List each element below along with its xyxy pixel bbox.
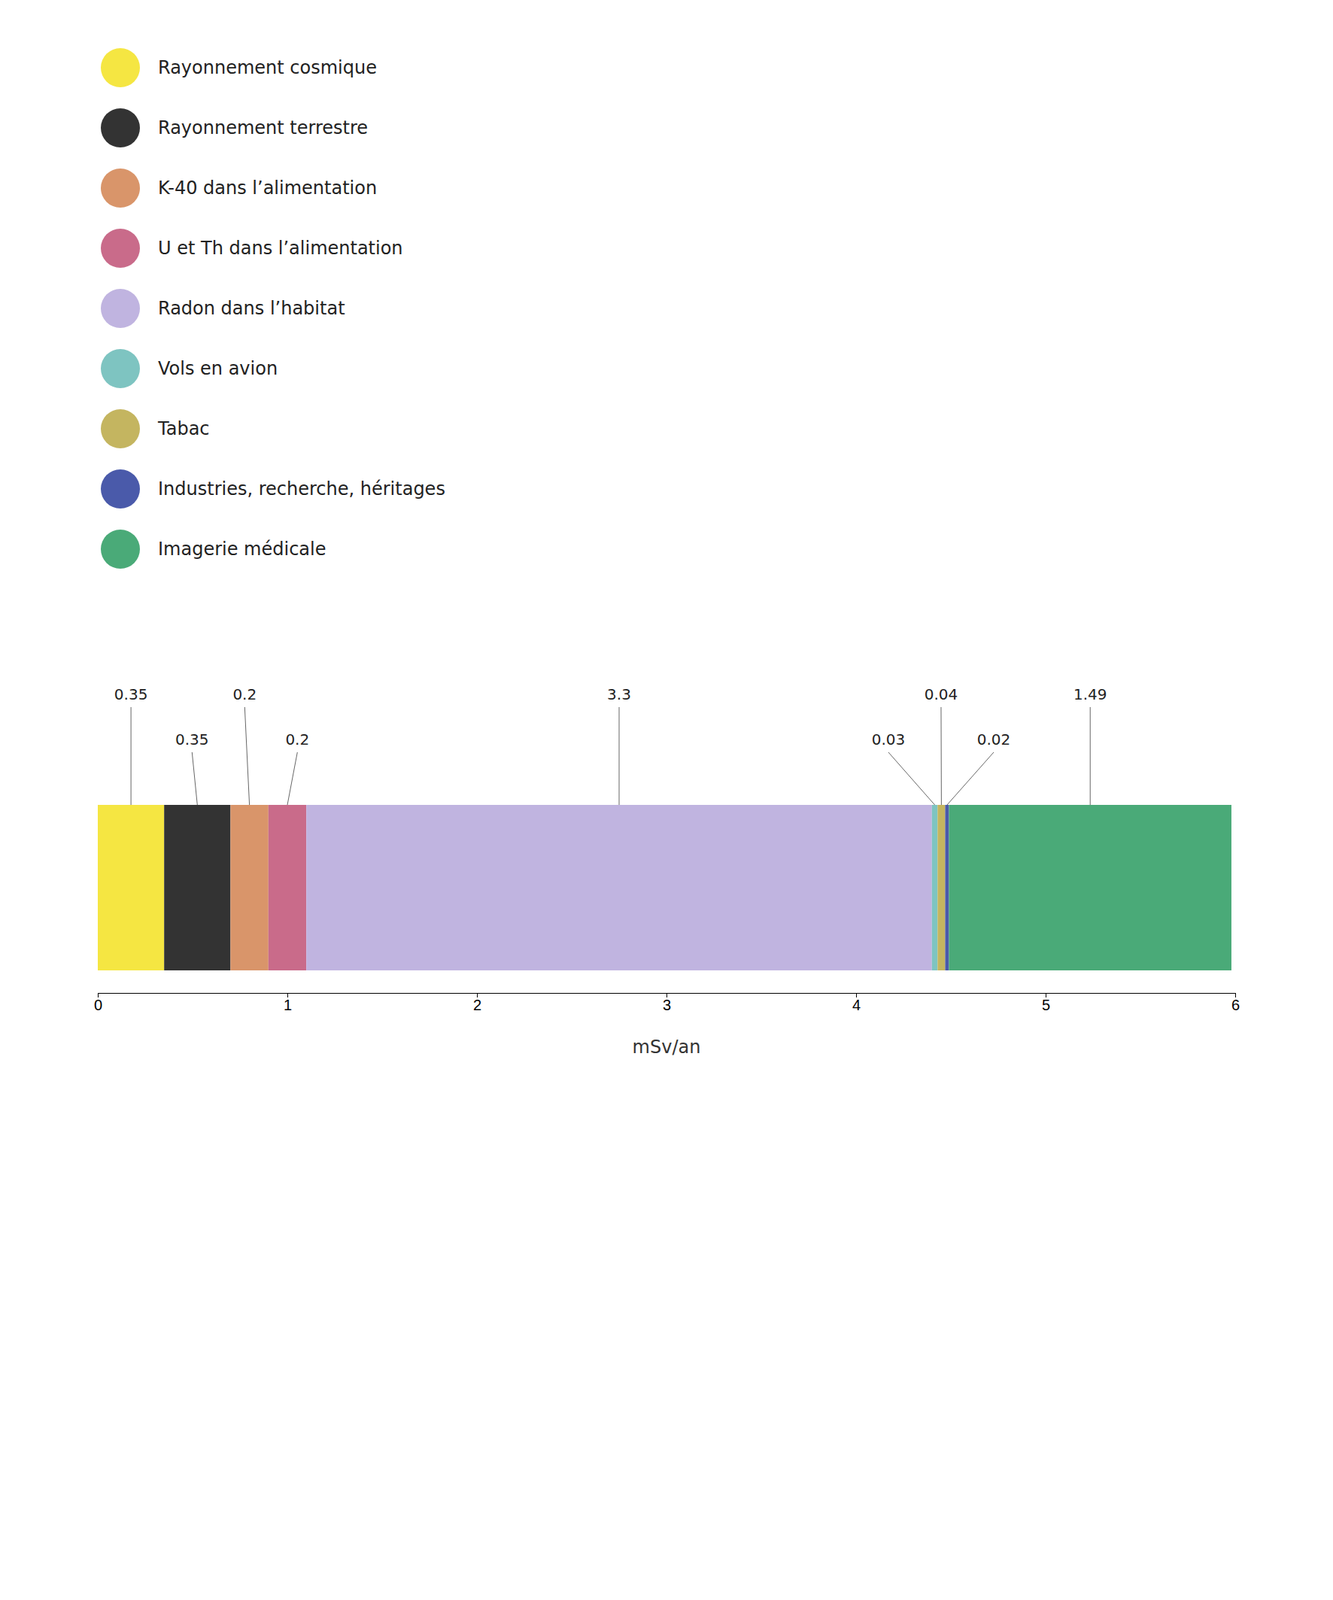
leader-line [130, 707, 132, 805]
tick-label: 2 [473, 996, 482, 1014]
data-label: 0.35 [114, 685, 149, 704]
legend-item: Imagerie médicale [100, 529, 326, 569]
tick-label: 1 [283, 996, 292, 1014]
tick: 6 [1231, 992, 1240, 1014]
legend-swatch [100, 529, 140, 569]
bar-segment [937, 804, 945, 971]
bar-segment [948, 804, 1231, 971]
legend-swatch [100, 409, 140, 449]
tick: 1 [283, 992, 292, 1014]
tick-label: 0 [94, 996, 103, 1014]
leader-line [888, 752, 936, 805]
leader-line [1090, 707, 1091, 805]
tick-label: 3 [662, 996, 672, 1014]
tick: 3 [662, 992, 672, 1014]
legend-swatch [100, 288, 140, 328]
leader-lines [130, 707, 1091, 805]
leader-line [947, 752, 994, 805]
bar-segment [306, 804, 933, 971]
data-label: 0.2 [232, 685, 257, 704]
tick: 2 [473, 992, 482, 1014]
leader-line [191, 752, 198, 805]
legend-swatch [100, 469, 140, 509]
legend-label: U et Th dans l’alimentation [157, 237, 404, 259]
legend-item: Radon dans l’habitat [100, 288, 346, 328]
plot: 0.35 0.35 0.2 0.2 3.3 0.03 0.04 0.02 1.49 [114, 685, 1108, 805]
legend-swatch [100, 228, 140, 268]
legend-label: Vols en avion [157, 358, 278, 380]
bar-segment [932, 804, 939, 971]
tick: 5 [1041, 992, 1051, 1014]
leader-line [244, 707, 249, 805]
legend-label: Industries, recherche, héritages [157, 478, 446, 500]
bar-segment [230, 804, 268, 971]
legend-label: K-40 dans l’alimentation [157, 177, 377, 199]
data-label: 1.49 [1073, 685, 1108, 704]
data-label: 0.03 [871, 730, 906, 749]
legend-swatch [100, 168, 140, 208]
legend-item: K-40 dans l’alimentation [100, 168, 377, 208]
data-label: 0.02 [977, 730, 1012, 749]
data-label: 3.3 [607, 685, 632, 704]
legend-item: Tabac [100, 409, 210, 449]
legend-swatch [100, 349, 140, 389]
legend-item: Rayonnement cosmique [100, 48, 377, 88]
tick-label: 6 [1231, 996, 1240, 1014]
data-labels: 0.35 0.35 0.2 0.2 3.3 0.03 0.04 0.02 1.49 [114, 685, 1108, 749]
data-label: 0.35 [175, 730, 210, 749]
tick-label: 4 [852, 996, 861, 1014]
data-label: 0.04 [924, 685, 959, 704]
legend-label: Tabac [157, 418, 210, 440]
legend-item: Industries, recherche, héritages [100, 469, 446, 509]
legend-item: Rayonnement terrestre [100, 108, 368, 148]
legend-label: Rayonnement cosmique [157, 57, 377, 79]
bar-segment [97, 804, 164, 971]
leader-line [287, 752, 298, 805]
legend-item: U et Th dans l’alimentation [100, 228, 404, 268]
leader-line [619, 707, 620, 805]
tick: 0 [94, 992, 103, 1014]
leader-line [940, 707, 942, 805]
legend: Rayonnement cosmique Rayonnement terrestr… [100, 48, 446, 569]
legend-label: Rayonnement terrestre [157, 117, 368, 139]
data-label: 0.2 [285, 730, 310, 749]
legend-label: Imagerie médicale [157, 538, 326, 560]
tick-label: 5 [1041, 996, 1051, 1014]
bars [97, 804, 1232, 971]
legend-label: Radon dans l’habitat [157, 297, 346, 319]
legend-swatch [100, 108, 140, 148]
x-axis: 0 1 2 3 4 5 6 [94, 992, 1240, 1014]
legend-swatch [100, 48, 140, 88]
chart: Rayonnement cosmique Rayonnement terrestr… [0, 0, 1333, 1600]
tick: 4 [852, 992, 861, 1014]
x-axis-title: mSv/an [632, 1036, 702, 1058]
bar-segment [163, 804, 231, 971]
bar-segment [944, 804, 949, 971]
legend-item: Vols en avion [100, 349, 278, 389]
bar-segment [268, 804, 307, 971]
